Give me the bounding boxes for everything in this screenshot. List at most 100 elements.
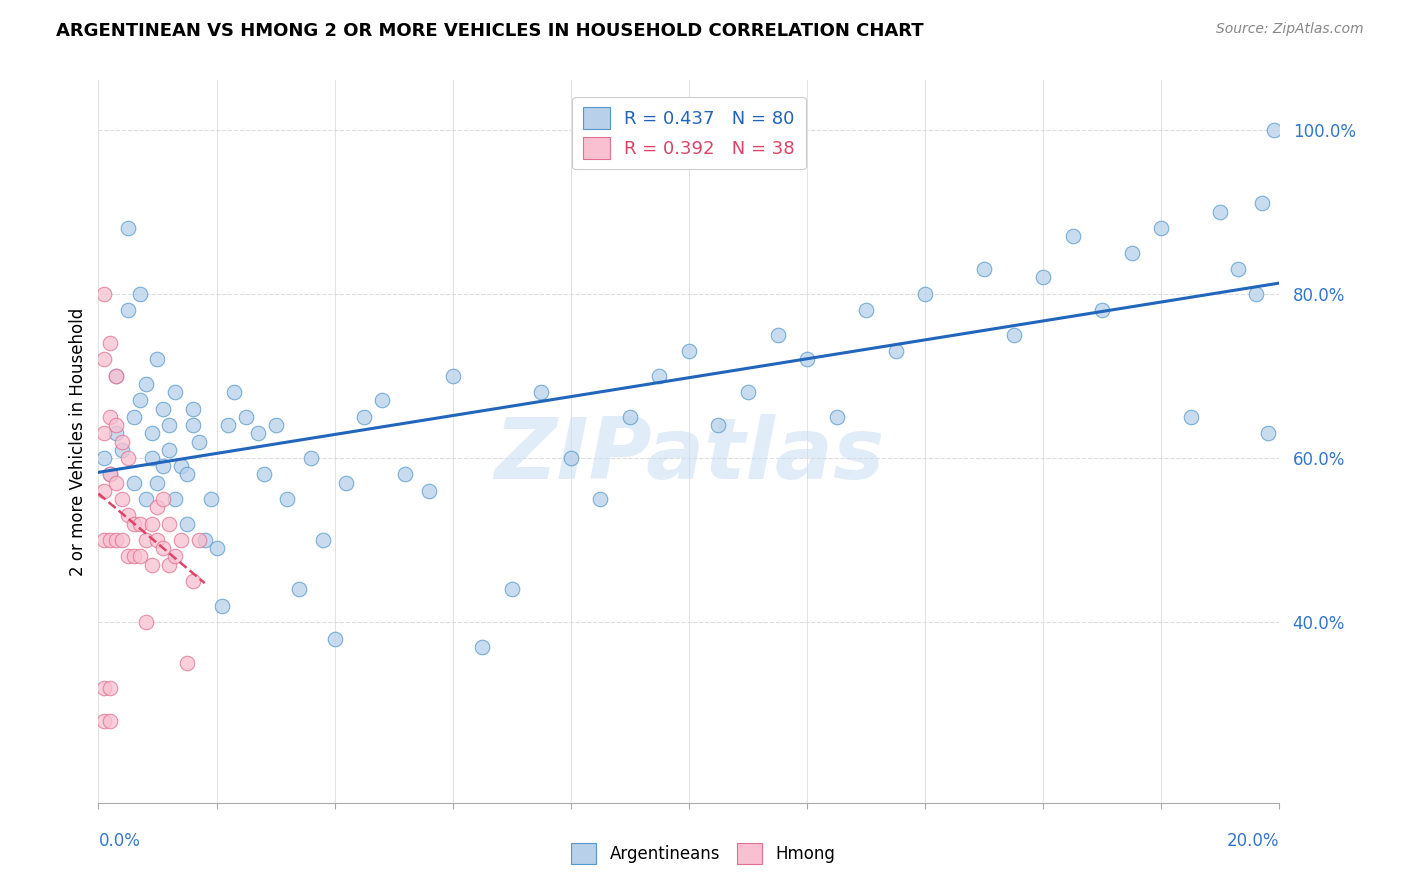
- Point: [264, 418, 287, 433]
- Point: [176, 516, 198, 531]
- Point: [146, 352, 169, 367]
- Point: [111, 434, 134, 449]
- Legend: Argentineans, Hmong: Argentineans, Hmong: [564, 837, 842, 871]
- Point: [205, 541, 228, 556]
- Point: [619, 409, 641, 424]
- Point: [157, 516, 180, 531]
- Point: [117, 508, 139, 523]
- Point: [93, 714, 115, 728]
- Point: [165, 385, 187, 400]
- Point: [253, 467, 276, 482]
- Point: [111, 491, 134, 506]
- Point: [530, 385, 553, 400]
- Point: [560, 450, 582, 465]
- Point: [98, 714, 121, 728]
- Point: [128, 286, 150, 301]
- Point: [589, 491, 612, 506]
- Point: [1121, 245, 1143, 260]
- Point: [93, 352, 115, 367]
- Point: [157, 558, 180, 572]
- Point: [181, 418, 204, 433]
- Point: [181, 574, 204, 588]
- Point: [98, 409, 121, 424]
- Point: [105, 475, 128, 490]
- Point: [1002, 327, 1025, 342]
- Point: [122, 516, 145, 531]
- Point: [117, 303, 139, 318]
- Point: [323, 632, 346, 646]
- Point: [122, 475, 145, 490]
- Text: 0.0%: 0.0%: [98, 831, 141, 850]
- Point: [141, 450, 163, 465]
- Point: [678, 344, 700, 359]
- Point: [152, 401, 174, 416]
- Point: [170, 533, 193, 547]
- Point: [1263, 122, 1285, 136]
- Point: [187, 434, 209, 449]
- Point: [135, 377, 157, 392]
- Text: ZIPatlas: ZIPatlas: [494, 415, 884, 498]
- Point: [93, 286, 115, 301]
- Point: [93, 426, 115, 441]
- Point: [165, 491, 187, 506]
- Point: [914, 286, 936, 301]
- Point: [1180, 409, 1202, 424]
- Legend: R = 0.437   N = 80, R = 0.392   N = 38: R = 0.437 N = 80, R = 0.392 N = 38: [572, 96, 806, 169]
- Text: 20.0%: 20.0%: [1227, 831, 1279, 850]
- Point: [98, 467, 121, 482]
- Point: [98, 467, 121, 482]
- Point: [187, 533, 209, 547]
- Point: [441, 368, 464, 383]
- Point: [93, 483, 115, 498]
- Point: [122, 549, 145, 564]
- Point: [141, 516, 163, 531]
- Point: [105, 368, 128, 383]
- Point: [1062, 229, 1084, 244]
- Point: [117, 549, 139, 564]
- Point: [288, 582, 311, 597]
- Point: [200, 491, 222, 506]
- Point: [235, 409, 257, 424]
- Point: [128, 549, 150, 564]
- Point: [1150, 221, 1173, 235]
- Point: [737, 385, 759, 400]
- Point: [170, 459, 193, 474]
- Point: [141, 426, 163, 441]
- Point: [796, 352, 818, 367]
- Point: [105, 368, 128, 383]
- Point: [152, 541, 174, 556]
- Point: [1250, 196, 1272, 211]
- Point: [122, 409, 145, 424]
- Text: ARGENTINEAN VS HMONG 2 OR MORE VEHICLES IN HOUSEHOLD CORRELATION CHART: ARGENTINEAN VS HMONG 2 OR MORE VEHICLES …: [56, 22, 924, 40]
- Point: [335, 475, 357, 490]
- Point: [157, 442, 180, 457]
- Point: [135, 615, 157, 630]
- Point: [884, 344, 907, 359]
- Point: [93, 681, 115, 695]
- Point: [105, 418, 128, 433]
- Point: [1244, 286, 1267, 301]
- Point: [471, 640, 494, 654]
- Point: [111, 442, 134, 457]
- Point: [648, 368, 671, 383]
- Point: [176, 657, 198, 671]
- Point: [117, 221, 139, 235]
- Point: [194, 533, 217, 547]
- Point: [394, 467, 416, 482]
- Point: [146, 500, 169, 515]
- Point: [766, 327, 789, 342]
- Point: [1257, 426, 1279, 441]
- Point: [135, 491, 157, 506]
- Point: [93, 450, 115, 465]
- Point: [418, 483, 440, 498]
- Point: [353, 409, 375, 424]
- Point: [371, 393, 394, 408]
- Point: [135, 533, 157, 547]
- Point: [1091, 303, 1114, 318]
- Point: [117, 450, 139, 465]
- Point: [501, 582, 523, 597]
- Point: [105, 533, 128, 547]
- Point: [105, 426, 128, 441]
- Point: [217, 418, 239, 433]
- Point: [152, 491, 174, 506]
